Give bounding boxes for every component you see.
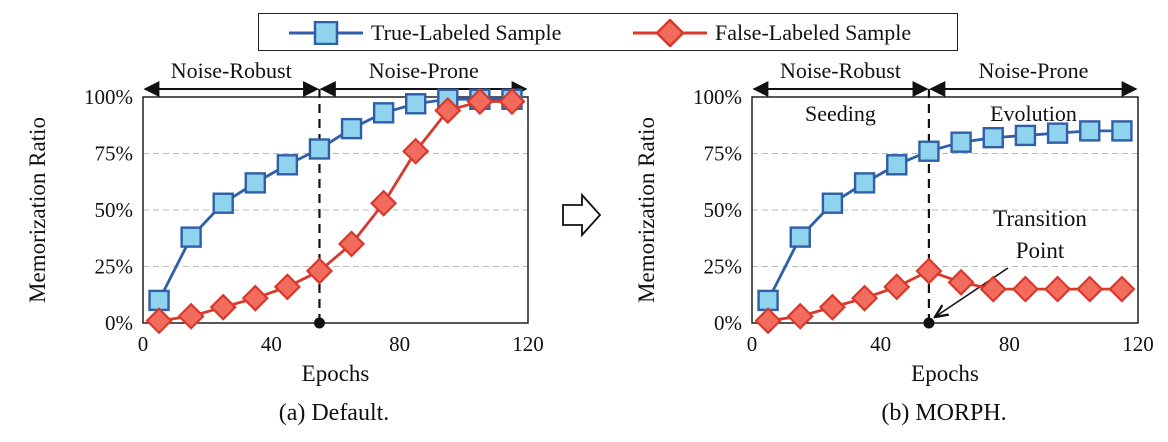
phase-label-prone: Noise-Prone — [978, 58, 1088, 83]
data-point-true — [405, 93, 427, 115]
right-hollow-arrow-icon — [562, 192, 602, 238]
y-tick-label: 0% — [105, 311, 133, 335]
y-tick-label: 50% — [95, 198, 134, 222]
plot-panel-1: 0% 25% 50% 75% 100% 0 40 80 120 Epochs Memorizatio… — [634, 58, 1154, 386]
x-tick-label: 0 — [138, 332, 149, 356]
x-axis-label: Epochs — [302, 361, 370, 386]
x-tick-label: 40 — [870, 332, 891, 356]
y-tick-label: 75% — [704, 142, 743, 166]
plot-frame — [751, 96, 1139, 324]
phase-sublabel-evolution: Evolution — [990, 101, 1077, 126]
x-tick-label: 0 — [747, 332, 758, 356]
legend: True-Labeled Sample False-Labeled Sample — [258, 13, 958, 51]
data-point-false — [883, 273, 911, 301]
data-point-true — [276, 154, 299, 176]
annotation-text-line: Transition — [993, 206, 1087, 231]
x-tick-label: 120 — [512, 332, 544, 356]
y-axis-label: Memorization Ratio — [25, 117, 50, 303]
data-point-true — [308, 138, 331, 160]
x-tick-label: 80 — [389, 332, 410, 356]
data-point-false — [915, 257, 943, 285]
series-line-false — [158, 100, 512, 323]
data-point-true — [372, 102, 395, 124]
data-point-false — [241, 284, 269, 312]
data-point-false — [273, 273, 301, 301]
x-tick-label: 80 — [999, 332, 1020, 356]
data-point-true — [212, 192, 234, 214]
diamond-marker-icon — [633, 19, 707, 47]
data-point-false — [209, 293, 237, 321]
legend-item-false: False-Labeled Sample — [633, 14, 911, 52]
data-point-true — [886, 154, 908, 176]
data-point-true — [244, 172, 266, 194]
x-axis-label: Epochs — [911, 361, 979, 386]
legend-item-true: True-Labeled Sample — [289, 14, 561, 52]
data-point-true — [918, 140, 940, 162]
data-point-true — [148, 289, 170, 312]
data-point-true — [789, 226, 811, 248]
y-tick-label: 75% — [95, 142, 134, 166]
transition-dot — [313, 317, 325, 329]
y-tick-label: 25% — [95, 255, 134, 279]
data-point-true — [982, 126, 1004, 149]
y-tick-label: 100% — [84, 85, 133, 109]
legend-label-false: False-Labeled Sample — [715, 20, 912, 45]
data-point-false — [402, 137, 430, 165]
data-point-true — [1046, 122, 1069, 144]
y-tick-label: 100% — [693, 85, 742, 109]
annotation-text-line: Point — [1016, 238, 1065, 263]
data-point-false — [1108, 275, 1136, 303]
data-point-false — [851, 284, 879, 312]
data-point-true — [180, 226, 202, 248]
data-point-false — [498, 87, 526, 116]
y-axis-label: Memorization Ratio — [634, 117, 659, 303]
data-point-false — [305, 257, 334, 285]
data-point-false — [337, 230, 366, 258]
data-point-false — [818, 293, 846, 321]
annotation-arrow — [935, 267, 1009, 317]
data-point-false — [754, 307, 782, 335]
phase-label-prone: Noise-Prone — [369, 58, 479, 83]
data-point-false — [434, 97, 462, 125]
plot-frame — [142, 96, 529, 324]
data-point-false — [947, 268, 975, 296]
data-point-true — [1014, 124, 1037, 147]
y-tick-label: 50% — [704, 198, 743, 222]
data-point-false — [1076, 275, 1104, 303]
legend-label-true: True-Labeled Sample — [371, 20, 562, 45]
plot-panel-0: 0% 25% 50% 75% 100% 0 40 80 120 Epochs Memorizatio… — [25, 58, 544, 386]
data-point-false — [979, 275, 1007, 303]
caption-default: (a) Default. — [278, 400, 390, 426]
data-point-true — [1111, 120, 1133, 142]
caption-morph: (b) MORPH. — [881, 400, 1007, 426]
data-point-false — [466, 87, 494, 116]
data-point-false — [1044, 275, 1072, 303]
y-tick-label: 0% — [714, 311, 742, 335]
series-line-true — [157, 97, 512, 302]
phase-label-robust: Noise-Robust — [171, 58, 292, 83]
y-tick-label: 25% — [704, 255, 743, 279]
data-point-true — [950, 131, 972, 153]
phase-label-robust: Noise-Robust — [780, 58, 901, 83]
data-point-false — [177, 302, 205, 330]
data-point-false — [145, 307, 173, 335]
data-point-true — [757, 289, 779, 312]
data-point-true — [340, 117, 363, 140]
x-tick-label: 40 — [261, 332, 282, 356]
square-marker-icon — [289, 21, 363, 45]
phase-sublabel-seeding: Seeding — [805, 101, 876, 126]
x-tick-label: 120 — [1122, 332, 1154, 356]
transition-dot — [923, 317, 935, 329]
data-point-false — [786, 302, 814, 330]
series-line-false — [767, 269, 1122, 323]
data-point-true — [821, 192, 844, 214]
data-point-true — [853, 172, 876, 194]
data-point-false — [370, 189, 398, 217]
data-point-false — [1011, 275, 1039, 303]
data-point-true — [1079, 120, 1101, 142]
